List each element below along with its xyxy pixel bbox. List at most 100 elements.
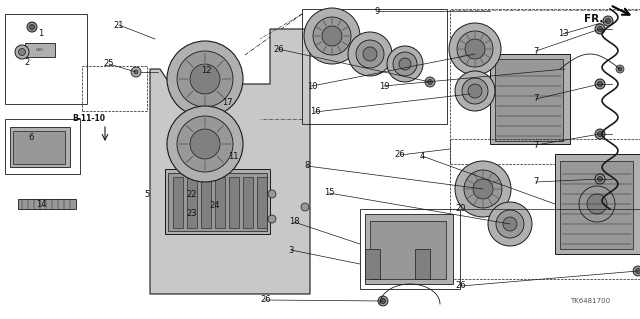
Bar bbox=[257, 177, 267, 228]
Bar bbox=[82, 66, 147, 111]
Bar bbox=[25, 43, 55, 57]
Circle shape bbox=[595, 129, 605, 139]
Text: 4: 4 bbox=[420, 152, 425, 161]
Circle shape bbox=[15, 45, 29, 59]
Circle shape bbox=[304, 8, 360, 64]
Circle shape bbox=[27, 22, 37, 32]
Circle shape bbox=[595, 174, 605, 184]
Circle shape bbox=[322, 26, 342, 46]
Circle shape bbox=[167, 106, 243, 182]
Circle shape bbox=[348, 32, 392, 76]
Bar bbox=[165, 169, 270, 234]
Circle shape bbox=[465, 39, 485, 59]
Circle shape bbox=[177, 116, 233, 172]
Bar bbox=[360, 209, 460, 289]
Text: 26: 26 bbox=[395, 150, 405, 159]
Bar bbox=[5, 119, 80, 174]
Text: 8: 8 bbox=[305, 161, 310, 170]
Text: 7: 7 bbox=[534, 94, 539, 103]
Text: 26: 26 bbox=[260, 295, 271, 304]
Text: 12: 12 bbox=[201, 66, 211, 75]
Bar bbox=[173, 177, 183, 228]
Circle shape bbox=[496, 210, 524, 238]
Text: DAN: DAN bbox=[36, 48, 44, 52]
Circle shape bbox=[587, 194, 607, 214]
Text: 5: 5 bbox=[145, 190, 150, 199]
Bar bbox=[187, 177, 197, 228]
Bar bbox=[555, 154, 640, 254]
Circle shape bbox=[381, 299, 385, 303]
Circle shape bbox=[428, 79, 433, 85]
Text: 19: 19 bbox=[379, 82, 389, 91]
Circle shape bbox=[29, 25, 35, 29]
Bar bbox=[495, 59, 563, 141]
Bar bbox=[5, 14, 87, 104]
Text: 7: 7 bbox=[534, 47, 539, 56]
Text: TK6481700: TK6481700 bbox=[570, 298, 610, 304]
Circle shape bbox=[301, 203, 309, 211]
Circle shape bbox=[598, 131, 602, 137]
Circle shape bbox=[387, 46, 423, 82]
Bar bbox=[415, 249, 430, 279]
Text: FR.: FR. bbox=[584, 14, 603, 24]
Circle shape bbox=[134, 70, 138, 74]
Circle shape bbox=[268, 215, 276, 223]
Bar bbox=[10, 127, 70, 167]
Circle shape bbox=[190, 64, 220, 94]
Circle shape bbox=[605, 19, 611, 24]
Circle shape bbox=[190, 129, 220, 159]
Bar bbox=[450, 9, 640, 164]
Text: 21: 21 bbox=[113, 21, 124, 30]
Circle shape bbox=[363, 47, 377, 61]
Text: 7: 7 bbox=[534, 177, 539, 186]
Text: 26: 26 bbox=[456, 281, 466, 290]
Circle shape bbox=[579, 186, 615, 222]
Circle shape bbox=[393, 52, 417, 76]
Circle shape bbox=[488, 202, 532, 246]
Text: 7: 7 bbox=[534, 141, 539, 150]
Circle shape bbox=[468, 84, 482, 98]
Circle shape bbox=[399, 58, 411, 70]
Circle shape bbox=[167, 41, 243, 117]
Circle shape bbox=[425, 77, 435, 87]
Circle shape bbox=[464, 170, 502, 208]
Circle shape bbox=[503, 217, 517, 231]
Circle shape bbox=[595, 79, 605, 89]
Circle shape bbox=[455, 71, 495, 111]
Bar bbox=[365, 214, 453, 284]
Circle shape bbox=[633, 266, 640, 276]
Circle shape bbox=[313, 17, 351, 55]
Text: 14: 14 bbox=[36, 200, 47, 209]
Bar bbox=[560, 161, 633, 249]
Text: 15: 15 bbox=[324, 189, 335, 197]
Bar bbox=[215, 177, 225, 228]
Text: 11: 11 bbox=[228, 152, 239, 161]
Circle shape bbox=[449, 23, 501, 75]
Circle shape bbox=[19, 48, 26, 56]
Text: 9: 9 bbox=[375, 7, 380, 16]
Circle shape bbox=[131, 67, 141, 77]
Bar bbox=[302, 9, 447, 124]
Text: 13: 13 bbox=[558, 29, 568, 38]
Text: 25: 25 bbox=[104, 59, 114, 68]
Circle shape bbox=[636, 269, 640, 273]
Circle shape bbox=[457, 31, 493, 67]
Bar bbox=[201, 177, 211, 228]
Text: 26: 26 bbox=[273, 45, 284, 54]
Circle shape bbox=[598, 81, 602, 86]
Text: 3: 3 bbox=[289, 246, 294, 255]
Circle shape bbox=[462, 78, 488, 104]
Circle shape bbox=[356, 40, 384, 68]
Circle shape bbox=[378, 296, 388, 306]
Text: B-11-10: B-11-10 bbox=[72, 114, 105, 122]
Circle shape bbox=[598, 176, 602, 182]
Circle shape bbox=[598, 26, 602, 32]
Text: 22: 22 bbox=[187, 190, 197, 199]
Text: 1: 1 bbox=[38, 29, 43, 38]
Circle shape bbox=[473, 179, 493, 199]
Bar bbox=[450, 139, 640, 279]
Circle shape bbox=[603, 16, 613, 26]
Bar bbox=[168, 173, 267, 231]
Text: 17: 17 bbox=[222, 98, 232, 107]
Text: 16: 16 bbox=[310, 107, 321, 116]
